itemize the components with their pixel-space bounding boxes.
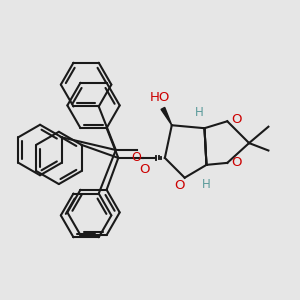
Text: H: H <box>202 178 211 191</box>
Polygon shape <box>161 107 172 125</box>
Text: H: H <box>195 106 204 119</box>
Text: O: O <box>232 156 242 170</box>
Text: O: O <box>174 179 184 192</box>
Text: HO: HO <box>150 91 170 104</box>
Text: O: O <box>139 163 150 176</box>
Text: O: O <box>232 113 242 126</box>
Text: O: O <box>132 152 142 164</box>
